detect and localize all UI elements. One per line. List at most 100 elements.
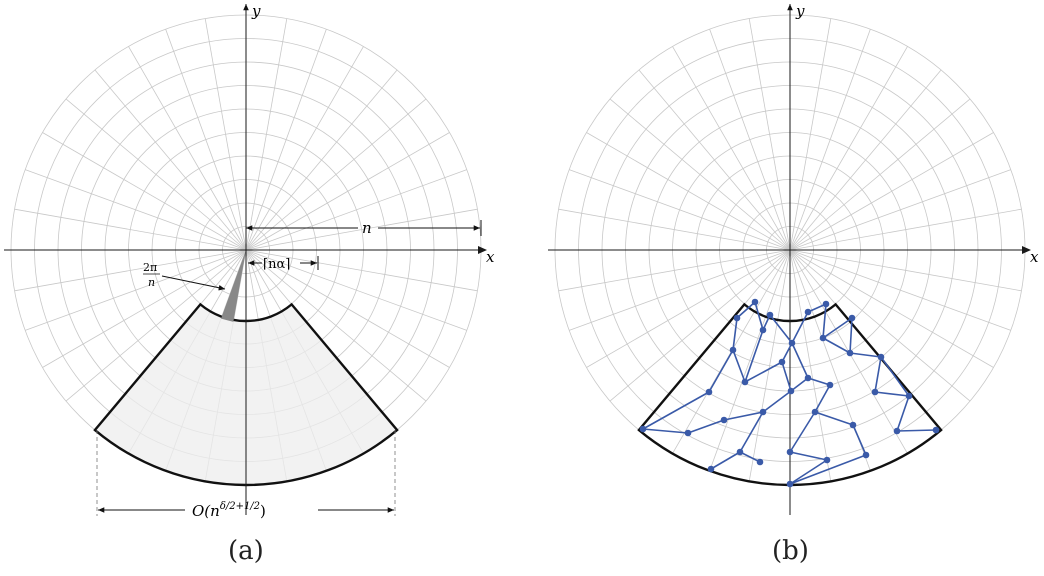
- graph-node: [684, 429, 692, 437]
- radius-label: n: [362, 219, 372, 237]
- graph-node: [893, 427, 901, 435]
- grid-spoke: [245, 208, 478, 251]
- grid-spoke: [245, 249, 478, 292]
- graph-node: [729, 346, 737, 354]
- graph-node: [849, 421, 857, 429]
- graph-node: [804, 374, 812, 382]
- angle-label-denominator: n: [148, 276, 155, 289]
- graph-edge: [736, 301, 756, 319]
- grid-spoke: [42, 132, 247, 251]
- graph-edge: [874, 356, 882, 393]
- caption-a: (a): [228, 536, 264, 566]
- graph-node: [932, 426, 940, 434]
- grid-spoke: [558, 208, 791, 251]
- graph-edge: [789, 451, 828, 461]
- graph-edge: [791, 311, 809, 344]
- graph-node: [759, 326, 767, 334]
- grid-spoke: [245, 69, 398, 251]
- grid-spoke: [789, 249, 994, 368]
- graph-node: [786, 448, 794, 456]
- grid-spoke: [789, 29, 871, 251]
- x-axis-label: x: [1030, 248, 1039, 266]
- grid-spoke: [245, 249, 467, 331]
- graph-node: [736, 448, 744, 456]
- graph-edge: [789, 454, 867, 485]
- graph-node: [778, 358, 786, 366]
- graph-edge: [880, 356, 910, 397]
- grid-spoke: [14, 208, 247, 251]
- graph-edge: [762, 390, 792, 413]
- grid-spoke: [789, 249, 971, 402]
- grid-spoke: [789, 169, 1011, 251]
- width-annotation: O(nδ/2+1/2): [96, 430, 396, 520]
- graph-edge: [822, 317, 853, 339]
- grid-spoke: [569, 169, 791, 251]
- graph-node: [811, 408, 819, 416]
- graph-edge: [896, 395, 910, 432]
- grid-spoke: [569, 249, 791, 331]
- random-graph: [639, 298, 940, 488]
- inner-radius-label: ⌈nα⌉: [263, 257, 290, 272]
- graph-edge: [822, 303, 827, 339]
- angle-wedge: [221, 250, 246, 322]
- grid-spoke: [245, 169, 467, 251]
- grid-spoke: [245, 249, 427, 402]
- graph-edge: [781, 342, 793, 363]
- graph-node: [741, 378, 749, 386]
- graph-edge: [849, 352, 882, 358]
- graph-edge: [807, 377, 831, 386]
- grid-spoke: [42, 249, 247, 368]
- grid-spoke: [789, 132, 994, 251]
- grid-spoke: [245, 18, 288, 251]
- graph-edge: [852, 424, 867, 456]
- grid-spoke: [709, 29, 791, 251]
- grid-spoke: [245, 132, 450, 251]
- grid-spoke: [558, 249, 791, 292]
- caption-b: (b): [772, 536, 809, 566]
- y-axis-label: y: [251, 2, 261, 20]
- graph-edge: [708, 349, 734, 393]
- graph-node: [705, 388, 713, 396]
- x-axis-label: x: [486, 248, 495, 266]
- graph-edge: [744, 329, 764, 383]
- grid-spoke: [789, 249, 1022, 292]
- sector-outline: [637, 302, 943, 487]
- graph-node: [846, 349, 854, 357]
- y-axis-label: y: [795, 2, 805, 20]
- graph-edge: [874, 391, 910, 397]
- grid-spoke: [65, 98, 247, 251]
- grid-spoke: [748, 249, 791, 482]
- grid-spoke: [789, 98, 971, 251]
- graph-edge: [781, 361, 792, 392]
- grid-spoke: [245, 98, 427, 251]
- graph-edge: [789, 411, 816, 453]
- graph-node: [877, 353, 885, 361]
- grid-spoke: [25, 169, 247, 251]
- graph-node: [720, 416, 728, 424]
- graph-node: [862, 451, 870, 459]
- graph-edge: [732, 317, 738, 351]
- graph-edge: [710, 451, 741, 470]
- inner-radius-annotation: ⌈nα⌉: [248, 256, 319, 272]
- graph-edge: [896, 429, 937, 432]
- grid-spoke: [709, 249, 791, 471]
- graph-edge: [754, 301, 764, 331]
- graph-node: [788, 339, 796, 347]
- angle-label-numerator: 2π: [143, 261, 157, 274]
- graph-node: [819, 334, 827, 342]
- graph-edge: [814, 384, 831, 413]
- grid-spoke: [204, 18, 247, 251]
- axes: [4, 4, 487, 515]
- graph-node: [756, 458, 764, 466]
- graph-node: [905, 392, 913, 400]
- graph-edge: [814, 411, 854, 426]
- graph-edge: [849, 317, 853, 354]
- graph-node: [751, 298, 759, 306]
- grid-spoke: [789, 249, 832, 482]
- graph-node: [786, 480, 794, 488]
- graph-edge: [789, 459, 828, 485]
- graph-node: [804, 308, 812, 316]
- grid-spoke: [586, 249, 791, 368]
- grid-spoke: [789, 69, 942, 251]
- width-label: O(nδ/2+1/2): [192, 501, 266, 520]
